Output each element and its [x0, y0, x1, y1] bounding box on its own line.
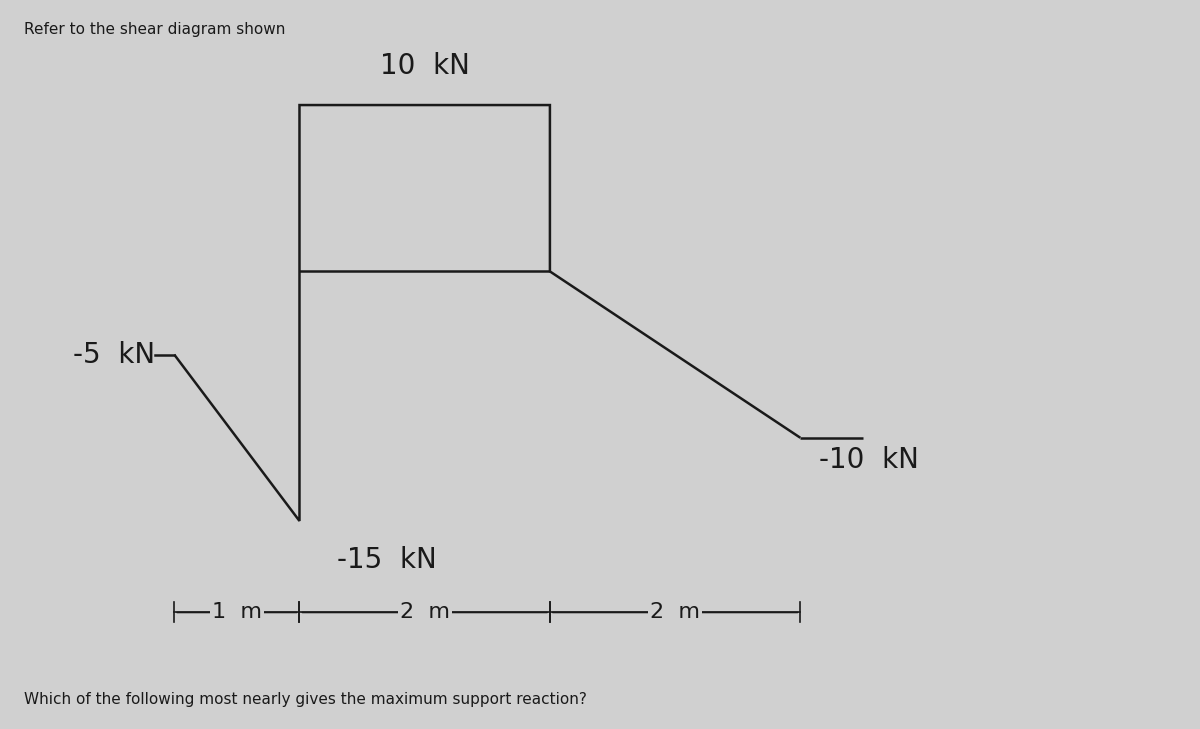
Text: -5  kN: -5 kN	[73, 340, 156, 369]
Text: -10  kN: -10 kN	[820, 446, 919, 474]
Text: 2  m: 2 m	[400, 602, 450, 623]
Text: 10  kN: 10 kN	[379, 52, 469, 80]
Text: Which of the following most nearly gives the maximum support reaction?: Which of the following most nearly gives…	[24, 692, 587, 707]
Text: -15  kN: -15 kN	[337, 546, 437, 574]
Text: 1  m: 1 m	[212, 602, 262, 623]
Text: 2  m: 2 m	[650, 602, 700, 623]
Text: Refer to the shear diagram shown: Refer to the shear diagram shown	[24, 22, 286, 37]
